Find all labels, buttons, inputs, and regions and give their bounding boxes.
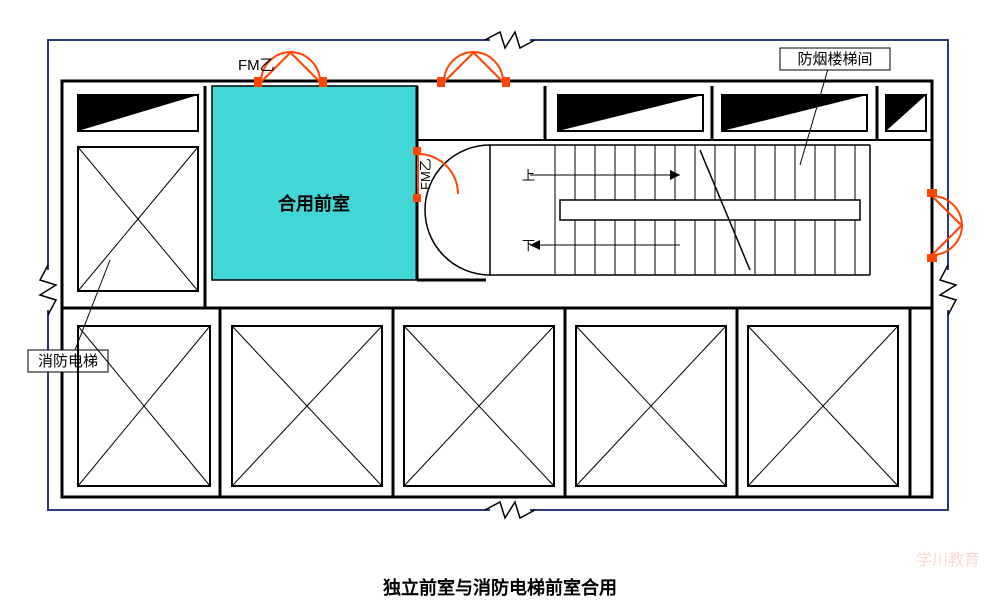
top-elevator-slots [417,86,932,140]
heyong-qianshi-label: 合用前室 [278,193,350,214]
up-label: 上 [522,168,535,183]
bottom-elevators [78,308,910,497]
staircase: 上 下 [425,145,870,275]
fire-elevator [78,86,205,308]
fm-mid-label: FM乙 [418,158,433,190]
diagram-caption: 独立前室与消防电梯前室合用 [0,574,1000,600]
down-label: 下 [522,238,535,253]
walls [62,81,932,497]
fm-top-label: FM乙 [238,57,275,74]
floor-plan-diagram: 合用前室 消防电梯 [0,0,1000,610]
fangyan-label: 防烟楼梯间 [797,51,872,68]
xiaofang-dianti-label: 消防电梯 [38,353,98,370]
cyan-room [212,86,417,280]
watermark: 学川教育 [916,546,980,570]
